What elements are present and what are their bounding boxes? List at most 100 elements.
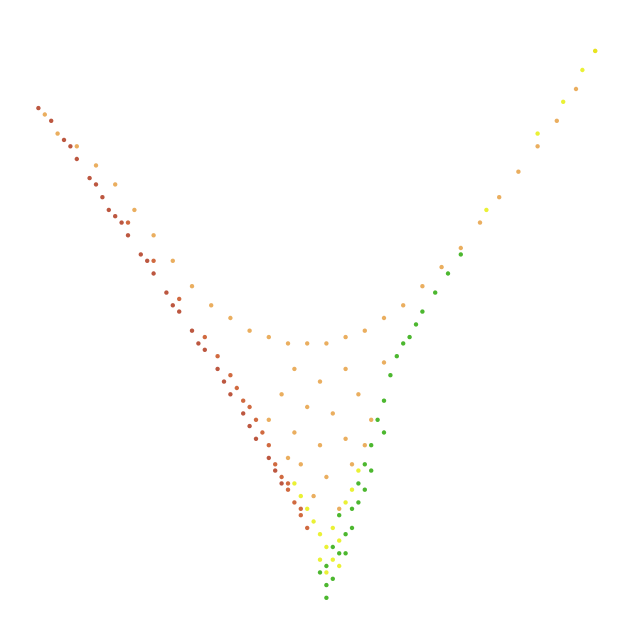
scatter-point-3-12 <box>349 487 355 492</box>
scatter-point-2-48 <box>362 443 367 448</box>
scatter-point-0-19 <box>279 481 284 486</box>
scatter-point-0-27 <box>247 423 252 429</box>
scatter-point-3-14 <box>535 131 540 136</box>
scatter-point-4-16 <box>445 271 451 276</box>
scatter-point-0-3 <box>74 156 80 162</box>
scatter-point-2-11 <box>247 328 252 333</box>
scatter-point-2-32 <box>343 366 348 372</box>
scatter-point-2-8 <box>189 284 195 289</box>
scatter-point-3-8 <box>324 570 329 575</box>
scatter-point-4-25 <box>324 595 329 600</box>
scatter-point-3-9 <box>330 525 335 531</box>
scatter-point-2-19 <box>401 303 406 308</box>
scatter-point-1-6 <box>241 398 246 403</box>
scatter-point-2-3 <box>93 163 99 168</box>
scatter-point-4-14 <box>420 309 425 314</box>
scatter-point-4-13 <box>407 334 412 340</box>
scatter-point-1-3 <box>202 334 207 340</box>
scatter-point-4-7 <box>362 462 367 467</box>
scatter-point-0-4 <box>87 175 92 181</box>
scatter-point-2-49 <box>381 360 387 365</box>
scatter-point-4-27 <box>381 430 387 435</box>
scatter-point-4-15 <box>433 290 438 295</box>
scatter-point-1-17 <box>247 404 252 410</box>
series-1 <box>125 220 310 531</box>
scatter-point-4-8 <box>369 443 374 448</box>
scatter-point-2-38 <box>317 443 323 448</box>
scatter-point-3-1 <box>298 493 303 499</box>
scatter-point-1-16 <box>260 430 265 435</box>
scatter-point-4-4 <box>343 532 348 537</box>
scatter-point-2-33 <box>279 392 284 397</box>
scatter-point-2-12 <box>266 334 271 340</box>
scatter-point-0-13 <box>202 347 207 352</box>
scatter-point-3-10 <box>337 538 342 543</box>
scatter-point-4-2 <box>330 576 335 581</box>
scatter-point-0-14 <box>215 366 220 372</box>
scatter-point-0-6 <box>113 214 118 219</box>
scatter-point-1-0 <box>125 220 131 225</box>
scatter-point-4-29 <box>413 322 419 327</box>
scatter-point-2-17 <box>362 328 367 333</box>
scatter-point-2-24 <box>497 195 502 200</box>
scatter-point-3-15 <box>561 99 566 105</box>
scatter-point-0-25 <box>196 341 201 346</box>
scatter-point-4-23 <box>330 544 335 550</box>
scatter-point-2-43 <box>324 474 329 480</box>
scatter-point-1-12 <box>292 500 297 505</box>
scatter-point-4-17 <box>458 252 463 257</box>
scatter-point-0-2 <box>61 137 67 143</box>
scatter-point-0-7 <box>125 233 131 238</box>
scatter-point-2-46 <box>337 506 342 511</box>
scatter-point-0-22 <box>119 220 124 225</box>
scatter-point-2-2 <box>74 144 80 149</box>
points-layer <box>36 48 598 600</box>
scatter-point-0-29 <box>106 207 112 213</box>
scatter-point-2-26 <box>535 144 540 149</box>
scatter-point-4-19 <box>349 525 355 531</box>
scatter-point-2-0 <box>42 112 47 117</box>
scatter-point-4-28 <box>401 341 406 346</box>
scatter-point-0-18 <box>266 455 271 461</box>
scatter-point-3-19 <box>337 563 342 569</box>
scatter-point-1-18 <box>285 481 291 486</box>
series-0 <box>36 105 284 486</box>
scatter-point-2-35 <box>330 411 335 416</box>
scatter-point-0-28 <box>273 468 278 473</box>
scatter-point-2-23 <box>477 220 483 225</box>
scatter-point-4-26 <box>324 582 329 588</box>
scatter-point-3-5 <box>324 544 329 550</box>
scatter-point-0-12 <box>189 328 195 333</box>
scatter-point-1-2 <box>177 296 182 302</box>
scatter-point-4-3 <box>337 551 342 556</box>
scatter-point-0-5 <box>100 195 105 200</box>
scatter-point-2-47 <box>285 455 291 461</box>
scatter-point-1-13 <box>298 513 303 518</box>
scatter-point-1-15 <box>234 385 239 391</box>
scatter-point-4-21 <box>362 487 367 492</box>
scatter-point-2-14 <box>305 341 310 346</box>
scatter-point-0-1 <box>49 118 54 124</box>
scatter-point-0-24 <box>170 303 175 308</box>
scatter-point-2-27 <box>554 118 559 124</box>
scatter-point-2-22 <box>458 245 463 251</box>
scatter-point-1-11 <box>285 487 291 492</box>
scatter-point-4-20 <box>356 500 361 505</box>
scatter-point-4-11 <box>388 373 393 378</box>
scatter-point-2-42 <box>298 462 303 467</box>
scatter-point-4-5 <box>349 506 355 511</box>
scatter-point-0-11 <box>177 309 182 314</box>
scatter-point-0-10 <box>164 290 169 295</box>
scatter-point-2-36 <box>356 392 361 397</box>
scatter-point-0-20 <box>68 144 73 149</box>
scatter-point-2-9 <box>209 303 214 308</box>
scatter-point-0-8 <box>138 252 143 257</box>
scatter-point-4-18 <box>337 513 342 518</box>
series-3 <box>292 48 598 575</box>
scatter-point-0-26 <box>221 379 227 384</box>
scatter-point-0-16 <box>241 411 246 416</box>
scatter-point-2-39 <box>343 436 348 441</box>
scatter-point-3-17 <box>593 48 598 54</box>
scatter-point-4-0 <box>317 570 323 575</box>
scatter-point-4-10 <box>381 398 387 403</box>
